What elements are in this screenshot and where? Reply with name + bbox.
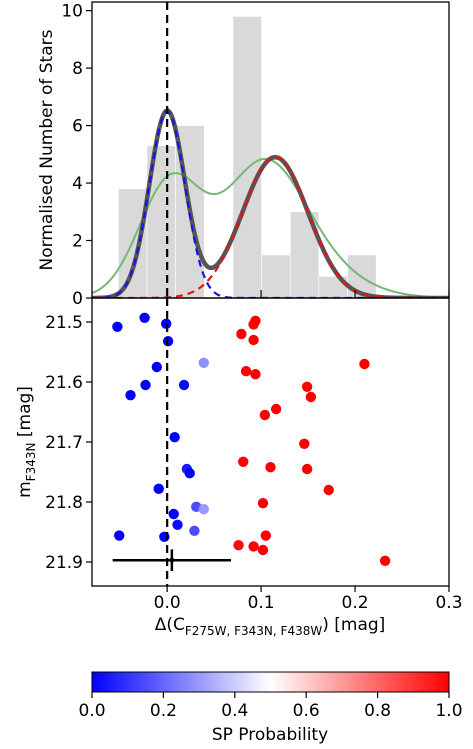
histogram-y-tick-label: 2 xyxy=(72,232,83,252)
scatter-point xyxy=(172,519,183,530)
scatter-point xyxy=(248,541,259,552)
colorbar-tick-label: 0.6 xyxy=(293,701,320,721)
histogram-y-tick-label: 10 xyxy=(61,2,83,22)
scatter-y-tick-label: 21.8 xyxy=(45,493,83,513)
scatter-point xyxy=(189,525,200,536)
colorbar-frame xyxy=(91,671,450,693)
scatter-point xyxy=(270,403,282,415)
scatter-point xyxy=(114,530,125,541)
colorbar-gradient xyxy=(92,672,449,692)
histogram-x-ticks xyxy=(166,290,450,298)
scatter-y-tick-label: 21.7 xyxy=(45,433,83,453)
scatter-y-tick-label: 21.9 xyxy=(45,553,83,573)
colorbar-tick-label: 1.0 xyxy=(435,701,462,721)
scatter-frame xyxy=(91,297,450,587)
scatter-point xyxy=(112,321,123,332)
scatter-point xyxy=(139,312,150,323)
histogram-y-tick-label: 6 xyxy=(72,117,83,137)
histogram-y-axis-label: Normalised Number of Stars xyxy=(37,29,57,270)
scatter-x-axis-label: Δ(CF275W, F343N, F438W) [mag] xyxy=(155,615,386,638)
histogram-bars xyxy=(118,16,377,298)
scatter-point xyxy=(359,358,370,370)
scatter-point xyxy=(161,318,172,329)
scatter-points xyxy=(112,312,391,566)
scatter-x-ticks: 0.0 0.1 0.2 0.3 xyxy=(154,586,463,613)
histogram-y-tick-label: 4 xyxy=(72,174,83,194)
scatter-x-tick-label: 0.0 xyxy=(154,593,181,613)
colorbar-tick-label: 0.2 xyxy=(150,701,177,721)
scatter-point xyxy=(151,361,163,373)
scatter-y-tick-label: 21.6 xyxy=(45,373,83,393)
scatter-point xyxy=(169,432,180,443)
scatter-point xyxy=(260,530,272,541)
colorbar-tick-label: 0.8 xyxy=(364,701,391,721)
histogram-y-ticks: 0 2 4 6 8 10 xyxy=(61,2,92,309)
colorbar-tick-label: 0.4 xyxy=(221,701,248,721)
scatter-x-tick-label: 0.2 xyxy=(342,593,369,613)
colorbar: 0.0 0.2 0.4 0.6 0.8 1.0 SP Probability xyxy=(78,671,463,745)
scatter-point xyxy=(125,390,136,401)
scatter-point xyxy=(301,463,313,475)
scatter-y-axis-label: mF343N [mag] xyxy=(15,386,38,498)
colorbar-ticks: 0.0 0.2 0.4 0.6 0.8 1.0 xyxy=(78,692,463,721)
scatter-point xyxy=(259,409,271,421)
scatter-point xyxy=(265,462,276,473)
scatter-point xyxy=(257,544,269,556)
scatter-point xyxy=(250,369,261,380)
scatter-point xyxy=(299,438,310,449)
histogram-bar xyxy=(261,254,291,298)
scatter-point xyxy=(248,334,259,346)
component-1-curve xyxy=(92,110,449,298)
histogram-y-tick-label: 8 xyxy=(72,59,83,79)
scatter-point xyxy=(248,319,259,330)
scatter-point xyxy=(140,379,151,391)
scatter-point xyxy=(301,381,313,392)
scatter-panel: 21.5 21.6 21.7 21.8 21.9 0.0 0.1 0.2 0.3 Δ(CF27… xyxy=(15,297,463,638)
scatter-point xyxy=(178,379,190,391)
colorbar-tick-label: 0.0 xyxy=(78,701,105,721)
scatter-point xyxy=(240,366,252,377)
scatter-point xyxy=(238,456,249,467)
histogram-bar xyxy=(232,16,262,298)
scatter-point xyxy=(198,504,209,515)
scatter-y-ticks: 21.5 21.6 21.7 21.8 21.9 xyxy=(45,313,92,573)
error-bar-center xyxy=(169,557,175,563)
scatter-point xyxy=(198,357,209,368)
scatter-point xyxy=(305,391,317,403)
colorbar-label: SP Probability xyxy=(212,725,328,745)
histogram-y-tick-label: 0 xyxy=(72,289,83,309)
scatter-point xyxy=(323,484,334,496)
typical-error-bar xyxy=(112,549,232,571)
scatter-x-tick-label: 0.3 xyxy=(435,593,462,613)
scatter-point xyxy=(257,498,269,509)
scatter-point xyxy=(153,483,164,494)
scatter-point xyxy=(184,468,195,479)
scatter-point xyxy=(168,508,179,520)
scatter-y-tick-label: 21.5 xyxy=(45,313,83,333)
scatter-point xyxy=(236,328,247,340)
scatter-point xyxy=(379,555,391,566)
scatter-x-tick-label: 0.1 xyxy=(248,593,275,613)
histogram-panel: 0 2 4 6 8 10 Normalised Number of Stars xyxy=(37,1,450,309)
scatter-point xyxy=(233,540,244,551)
